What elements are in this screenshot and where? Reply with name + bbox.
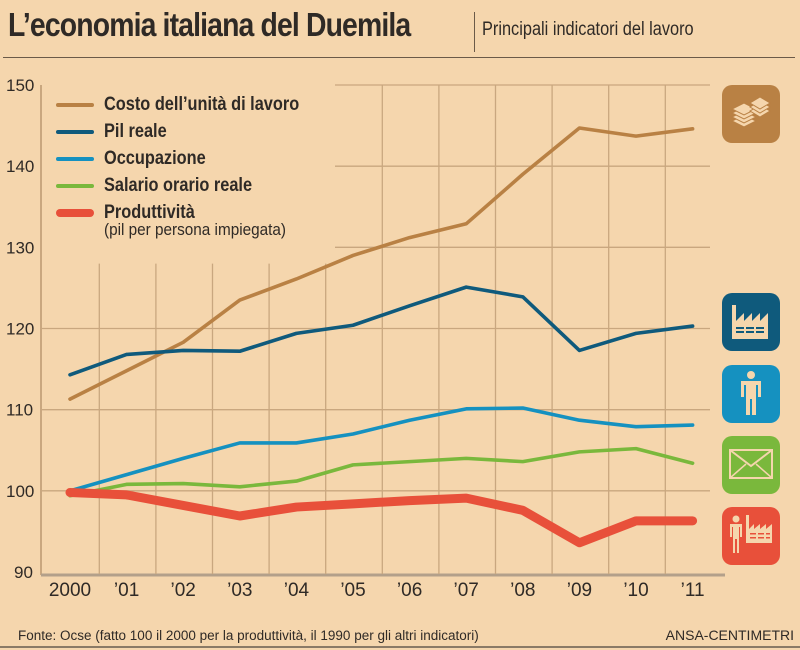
- grid: [40, 84, 725, 577]
- envelope-icon: [722, 436, 780, 494]
- legend-swatch: [56, 183, 94, 188]
- x-tick-label: ’08: [510, 580, 535, 601]
- series-line: [65, 487, 698, 548]
- legend-label: Costo dell’unità di lavoro: [104, 93, 300, 115]
- money-stack-icon: [722, 85, 780, 143]
- worker-factory-icon: [722, 507, 780, 565]
- y-tick-label: 120: [6, 320, 34, 339]
- legend-swatch: [56, 156, 94, 161]
- y-tick-label: 90: [14, 563, 33, 582]
- x-axis-ticks: 2000 ’01 ’02 ’03 ’04 ’05 ’06 ’07 ’08 ’09 ’10 ’11: [49, 580, 705, 601]
- credit: ANSA-CENTIMETRI: [665, 627, 794, 643]
- legend-sublabel: (pil per persona impiegata): [104, 220, 286, 239]
- series-line: [68, 406, 695, 493]
- legend-item: Pil reale: [56, 118, 331, 145]
- series-line: [68, 446, 695, 498]
- x-tick-label: ’03: [227, 580, 252, 601]
- legend-label: Pil reale: [104, 120, 167, 142]
- y-tick-label: 100: [6, 482, 34, 501]
- factory-icon: [722, 293, 780, 351]
- x-tick-label: ’04: [284, 580, 310, 601]
- chart-subtitle: Principali indicatori del lavoro: [482, 19, 694, 40]
- x-tick-label: ’06: [397, 580, 422, 601]
- y-tick-label: 110: [6, 401, 33, 420]
- y-tick-label: 140: [6, 157, 34, 176]
- worker-icon: [722, 365, 780, 423]
- y-tick-label: 150: [6, 76, 34, 95]
- legend-item: Salario orario reale: [56, 172, 331, 199]
- series-line: [68, 126, 695, 401]
- source-note: Fonte: Ocse (fatto 100 il 2000 per la pr…: [18, 628, 479, 643]
- legend-item: Occupazione: [56, 145, 331, 172]
- bottom-rule: [0, 646, 800, 648]
- x-tick-label: ’07: [454, 580, 479, 601]
- x-tick-label: 2000: [49, 580, 91, 601]
- legend-swatch: [56, 102, 94, 107]
- chart-title: L’economia italiana del Duemila: [8, 6, 411, 43]
- y-axis-ticks: 100 110 120 130 140 150 90: [6, 76, 34, 582]
- legend-swatch: [56, 129, 94, 134]
- series-lines: [65, 126, 698, 548]
- legend-label: Produttività: [104, 201, 195, 223]
- x-tick-label: ’02: [171, 580, 196, 601]
- series-line: [68, 285, 695, 377]
- legend-label: Occupazione: [104, 147, 206, 169]
- header-rule: [3, 57, 795, 58]
- legend-item: Produttività: [56, 199, 331, 226]
- x-tick-label: ’01: [114, 580, 139, 601]
- title-separator: [474, 12, 475, 52]
- x-tick-label: ’10: [623, 580, 648, 601]
- x-tick-label: ’09: [567, 580, 592, 601]
- x-tick-label: ’05: [340, 580, 365, 601]
- legend-item: Costo dell’unità di lavoro: [56, 91, 331, 118]
- x-tick-label: ’11: [681, 580, 705, 601]
- legend-label: Salario orario reale: [104, 174, 253, 196]
- y-tick-label: 130: [6, 238, 34, 257]
- legend: Costo dell’unità di lavoro Pil reale Occ…: [56, 91, 331, 240]
- legend-swatch: [56, 208, 94, 217]
